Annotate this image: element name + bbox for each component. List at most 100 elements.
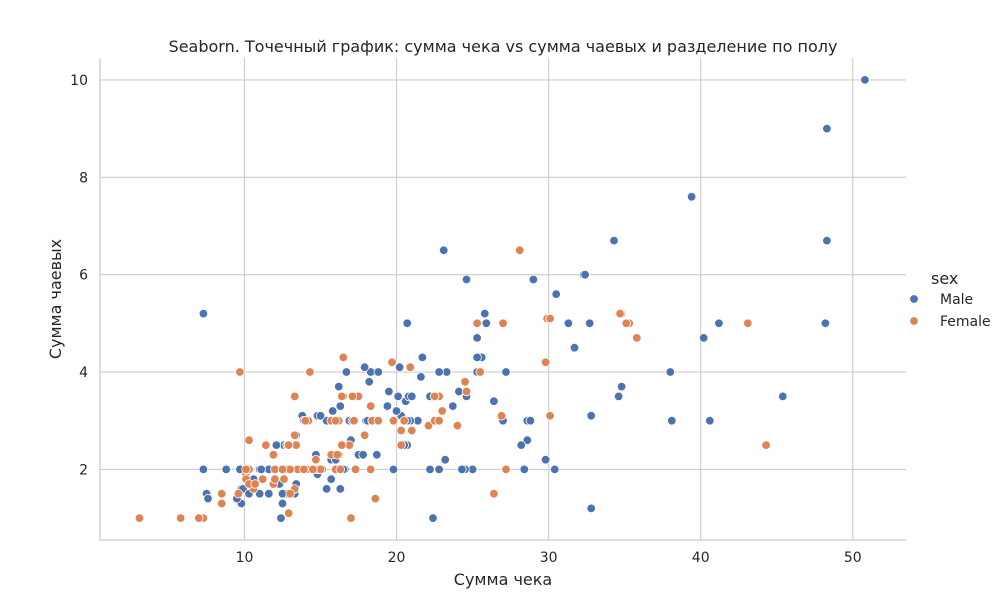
data-point-male — [276, 513, 286, 523]
data-point-female — [311, 455, 321, 465]
data-point-male — [481, 318, 492, 329]
data-point-male — [334, 381, 344, 392]
data-point-male — [860, 75, 870, 85]
data-point-male — [335, 484, 346, 494]
data-point-male — [416, 372, 426, 382]
data-point-male — [264, 489, 274, 499]
data-point-female — [349, 416, 359, 426]
data-point-male — [820, 318, 831, 329]
data-point-male — [613, 391, 624, 402]
x-tick-label: 50 — [844, 550, 862, 566]
data-point-male — [335, 401, 346, 411]
data-point-female — [335, 464, 346, 475]
data-point-male — [540, 455, 551, 465]
data-point-female — [366, 401, 376, 411]
y-tick-label: 8 — [79, 170, 88, 186]
data-point-female — [489, 489, 499, 499]
data-point-female — [545, 313, 555, 324]
data-point-female — [540, 357, 551, 368]
legend-label-male: Male — [940, 292, 973, 308]
data-point-male — [705, 416, 715, 426]
data-point-male — [472, 352, 482, 363]
data-point-female — [429, 391, 440, 402]
data-point-male — [714, 318, 724, 329]
data-point-male — [391, 406, 402, 416]
data-point-male — [434, 464, 444, 475]
tick-labels: 10 20 30 40 50 2 4 6 8 10 — [70, 73, 862, 566]
data-point-female — [615, 308, 625, 319]
x-axis-label: Сумма чека — [454, 570, 552, 589]
data-point-female — [370, 493, 381, 504]
data-point-female — [423, 420, 434, 431]
legend: sex Male Female — [909, 269, 991, 330]
data-point-male — [425, 464, 435, 475]
data-point-male — [394, 362, 405, 372]
data-point-female — [396, 425, 406, 436]
data-point-male — [358, 450, 368, 460]
data-point-male — [407, 391, 417, 402]
data-point-male — [457, 464, 467, 475]
axis-spines — [99, 58, 906, 541]
data-points — [134, 75, 870, 523]
data-point-female — [194, 513, 204, 523]
data-point-male — [364, 377, 374, 387]
data-point-female — [347, 391, 358, 402]
data-point-female — [279, 474, 289, 484]
data-point-male — [501, 367, 511, 377]
data-point-female — [338, 352, 349, 363]
data-point-male — [321, 484, 332, 494]
x-tick-label: 30 — [540, 550, 558, 566]
data-point-male — [586, 503, 596, 514]
data-point-male — [271, 440, 282, 450]
data-point-female — [460, 377, 470, 387]
y-tick-label: 4 — [79, 365, 88, 381]
data-point-male — [372, 450, 382, 460]
data-point-male — [359, 362, 370, 372]
data-point-male — [434, 367, 444, 377]
data-point-male — [822, 235, 832, 246]
data-point-male — [580, 270, 590, 280]
data-point-female — [496, 411, 507, 421]
data-point-female — [331, 416, 341, 426]
data-point-female — [405, 362, 415, 372]
data-point-male — [440, 455, 450, 465]
data-point-male — [551, 289, 561, 299]
data-point-female — [359, 430, 370, 441]
data-point-female — [743, 318, 753, 329]
data-point-female — [299, 464, 309, 475]
data-point-male — [384, 386, 394, 397]
data-point-male — [326, 474, 336, 484]
y-axis-label: Сумма чаевых — [46, 239, 65, 359]
data-point-female — [241, 464, 251, 475]
data-point-male — [472, 333, 482, 343]
data-point-female — [175, 513, 186, 523]
data-point-male — [667, 416, 677, 426]
data-point-male — [550, 464, 560, 475]
data-point-female — [350, 464, 361, 475]
data-point-male — [699, 333, 709, 343]
data-point-male — [393, 391, 403, 402]
data-point-male — [516, 440, 526, 450]
data-point-male — [328, 406, 338, 416]
data-point-male — [522, 435, 533, 445]
data-point-female — [498, 318, 508, 329]
data-point-male — [255, 489, 265, 499]
data-point-male — [402, 318, 412, 329]
data-point-female — [277, 464, 288, 475]
data-point-female — [134, 513, 145, 523]
data-point-male — [277, 498, 288, 509]
data-point-female — [258, 474, 268, 484]
data-point-female — [388, 416, 399, 426]
data-point-female — [308, 464, 318, 475]
chart-title: Seaborn. Точечный график: сумма чека vs … — [169, 37, 838, 56]
data-point-female — [216, 498, 227, 509]
data-point-female — [290, 430, 300, 441]
data-point-female — [244, 435, 254, 445]
y-tick-label: 10 — [70, 73, 88, 89]
data-point-male — [528, 274, 539, 285]
data-point-female — [373, 416, 384, 426]
data-point-female — [300, 416, 311, 426]
x-tick-label: 40 — [692, 550, 710, 566]
y-tick-label: 6 — [79, 268, 88, 284]
data-point-male — [525, 416, 536, 426]
